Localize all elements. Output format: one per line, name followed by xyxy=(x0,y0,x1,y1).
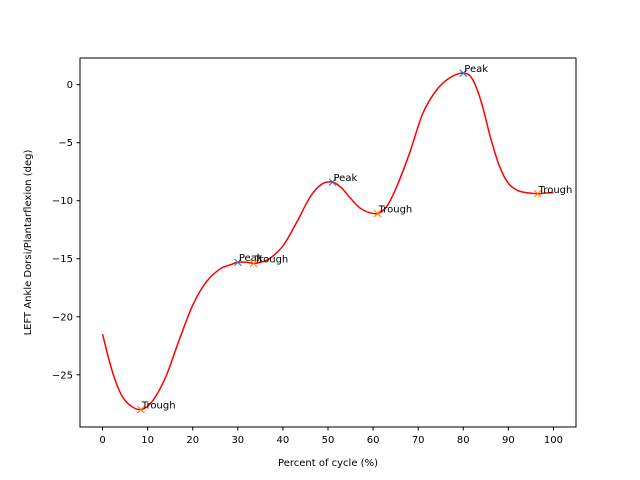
y-tick-label: −20 xyxy=(52,312,73,323)
y-tick-label: 0 xyxy=(67,80,73,91)
trough-marker xyxy=(533,189,542,198)
plot-area xyxy=(80,58,576,427)
trough-marker xyxy=(137,405,145,414)
trough-label: Trough xyxy=(378,204,413,215)
peak-label: Peak xyxy=(464,64,488,75)
trough-marker xyxy=(373,209,382,218)
x-tick-label: 100 xyxy=(544,435,563,446)
x-tick-label: 70 xyxy=(412,435,425,446)
x-tick-label: 30 xyxy=(231,435,244,446)
peak-marker xyxy=(233,258,242,267)
x-tick-label: 90 xyxy=(502,435,515,446)
x-tick-label: 60 xyxy=(367,435,380,446)
x-tick-label: 80 xyxy=(457,435,470,446)
x-axis-title: Percent of cycle (%) xyxy=(278,458,378,469)
x-tick-label: 10 xyxy=(141,435,154,446)
x-tick-label: 20 xyxy=(186,435,199,446)
peak-label: Peak xyxy=(334,173,358,184)
trough-marker xyxy=(249,259,258,268)
peak-label: Peak xyxy=(239,253,263,264)
trough-label: Trough xyxy=(254,254,289,265)
peak-marker xyxy=(328,178,337,187)
y-axis-title: LEFT Ankle Dorsi/Plantarflexion (deg) xyxy=(23,149,34,335)
y-tick-label: −10 xyxy=(52,196,73,207)
x-tick-label: 50 xyxy=(322,435,335,446)
x-tick-label: 40 xyxy=(277,435,290,446)
x-ticks: 0 10 20 30 40 50 60 70 80 90 100 xyxy=(99,427,563,446)
y-tick-label: −15 xyxy=(52,254,73,265)
trough-label: Trough xyxy=(141,401,176,412)
peak-marker xyxy=(459,69,468,77)
series-line xyxy=(101,72,554,411)
series-layer xyxy=(101,72,554,411)
y-tick-label: −5 xyxy=(58,138,73,149)
y-tick-label: −25 xyxy=(52,370,73,381)
y-ticks: −25 −20 −15 −10 −5 0 xyxy=(52,80,80,381)
x-tick-label: 0 xyxy=(99,435,105,446)
trough-label: Trough xyxy=(538,185,573,196)
